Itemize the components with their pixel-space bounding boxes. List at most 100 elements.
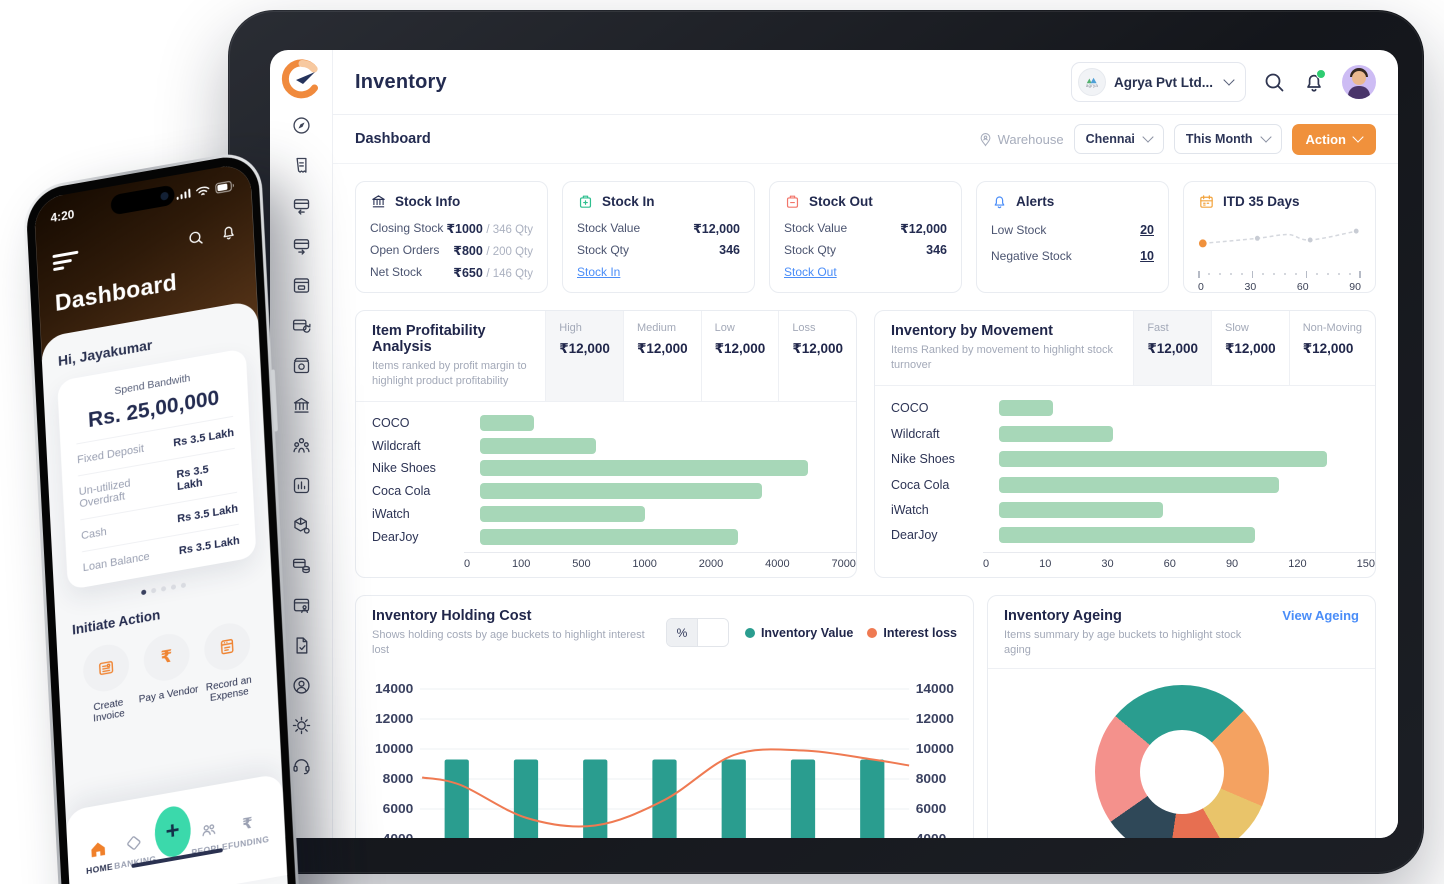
sidebar-item-invoice-icon[interactable]	[291, 155, 312, 176]
nav-people[interactable]: PEOPLE	[190, 817, 228, 858]
alert-bell-icon	[994, 196, 1005, 209]
bar-row: iWatch	[372, 503, 840, 526]
page-toolbar: Dashboard Warehouse Chennai	[333, 115, 1398, 164]
tab-loss[interactable]: Loss ₹12,000	[778, 311, 856, 401]
tab-low[interactable]: Low ₹12,000	[700, 311, 779, 401]
company-selector[interactable]: agrya Agrya Pvt Ltd...	[1070, 62, 1246, 102]
sidebar-item-product-settings-icon[interactable]	[291, 515, 312, 536]
movement-bar-chart: COCO Wildcraft Nike Shoes Coca Cola iWatch De…	[875, 386, 1375, 552]
sidebar-item-bank-icon[interactable]	[291, 395, 312, 416]
bar-track	[480, 505, 840, 522]
sidebar-item-support-icon[interactable]	[291, 755, 312, 776]
tab-high[interactable]: High ₹12,000	[545, 311, 623, 401]
sidebar-item-settings-icon[interactable]	[291, 715, 312, 736]
sidebar-item-dashboard-compass-icon[interactable]	[291, 115, 312, 136]
ageing-donut-chart	[1094, 684, 1269, 838]
bar-category-label: iWatch	[372, 506, 410, 521]
bar	[480, 415, 534, 432]
movement-x-axis: 0 10 30 60 90 120 150	[983, 552, 1375, 577]
period-select[interactable]: This Month	[1173, 124, 1282, 154]
x-axis-tick-label: 4000	[765, 558, 790, 570]
record-expense-action[interactable]: Record an Expense	[196, 618, 260, 706]
bar	[480, 505, 645, 522]
sidebar-item-wallet-sync-icon[interactable]	[291, 315, 312, 336]
card-title: Stock Info	[395, 194, 461, 209]
pay-vendor-action[interactable]: ₹ Pay a Vendor	[135, 629, 199, 717]
rupee-icon: ₹	[142, 630, 191, 685]
bar-category-label: iWatch	[891, 502, 929, 517]
menu-icon[interactable]	[52, 250, 79, 272]
bar	[999, 425, 1114, 442]
chevron-down-icon	[1142, 131, 1154, 143]
itd-axis-labels: 0 30 60 90	[1198, 281, 1361, 293]
inventory-value-bar	[583, 759, 608, 838]
search-icon[interactable]	[186, 227, 205, 248]
sidebar-item-card-in-icon[interactable]	[291, 195, 312, 216]
warehouse-select[interactable]: Chennai	[1073, 124, 1164, 154]
sidebar-item-payments-icon[interactable]	[291, 555, 312, 576]
bar-row: COCO	[891, 396, 1359, 421]
inventory-value-bar	[721, 759, 746, 838]
bar-category-label: Nike Shoes	[891, 452, 955, 467]
notifications-button[interactable]	[1302, 69, 1326, 94]
stock-in-link[interactable]: Stock In	[577, 265, 621, 279]
sidebar-item-document-check-icon[interactable]	[291, 635, 312, 656]
bar-row: Nike Shoes	[891, 446, 1359, 471]
axis-dot	[1230, 273, 1233, 275]
legend-interest-loss: Interest loss	[867, 626, 957, 640]
sparkline-current-dot	[1198, 239, 1207, 248]
app-logo-icon[interactable]	[281, 59, 321, 99]
action-button[interactable]: Action	[1291, 123, 1376, 155]
nav-funding[interactable]: ₹ FUNDING	[227, 813, 270, 852]
profitability-tabs: High ₹12,000 Medium ₹12,000 Low	[545, 311, 856, 401]
chart-subtitle: Items Ranked by movement to highlight st…	[891, 344, 1113, 371]
stock-in-card: Stock In Stock Value ₹12,000 Stock Qty 3…	[562, 181, 755, 293]
page-title: Inventory	[355, 70, 447, 93]
banking-icon	[127, 836, 141, 850]
chart-title: Item Profitability Analysis	[372, 323, 486, 355]
user-avatar[interactable]	[1342, 65, 1376, 99]
create-invoice-action[interactable]: Create Invoice	[75, 640, 139, 728]
view-ageing-link[interactable]: View Ageing	[1282, 608, 1359, 623]
bar	[480, 483, 762, 500]
bar-track	[999, 476, 1359, 493]
bar-track	[480, 460, 840, 477]
add-fab[interactable]: +	[153, 803, 192, 860]
calendar-icon	[1200, 195, 1213, 208]
sidebar-item-portal-user-icon[interactable]	[291, 595, 312, 616]
stock-in-icon	[579, 195, 592, 208]
search-button[interactable]	[1262, 70, 1286, 94]
bottom-row: Inventory Holding Cost Shows holding cos…	[355, 595, 1376, 838]
tab-fast[interactable]: Fast ₹12,000	[1133, 311, 1211, 385]
nav-banking[interactable]: BANKING	[113, 830, 157, 871]
alerts-card: Alerts Low Stock 20 Negative Stock 10	[976, 181, 1169, 293]
holding-chart-area: 14000 14000 12000 12000 10000 10000 8000 8000 60…	[356, 668, 973, 838]
sidebar-item-inventory-box-icon[interactable]	[291, 355, 312, 376]
tab-medium[interactable]: Medium ₹12,000	[622, 311, 701, 401]
wifi-icon	[196, 186, 210, 196]
percent-toggle[interactable]: %	[665, 618, 729, 648]
phone-device: 4:20	[22, 148, 310, 884]
nav-home[interactable]: HOME	[83, 837, 114, 876]
bell-icon[interactable]	[219, 222, 238, 243]
x-axis-tick-label: 1000	[632, 558, 657, 570]
sidebar-item-card-out-icon[interactable]	[291, 235, 312, 256]
low-stock-count[interactable]: 20	[1140, 223, 1154, 237]
axis-dot	[1326, 273, 1329, 275]
sidebar-item-reports-icon[interactable]	[291, 475, 312, 496]
quick-actions: Create Invoice ₹ Pay a Vendor Record an …	[71, 618, 264, 728]
bar-row: Wildcraft	[891, 421, 1359, 446]
tab-non-moving[interactable]: Non-Moving ₹12,000	[1288, 311, 1375, 385]
interest-loss-line	[421, 748, 910, 828]
negative-stock-count[interactable]: 10	[1140, 249, 1154, 263]
bar	[999, 501, 1164, 518]
axis-dot	[1240, 273, 1243, 275]
tab-slow[interactable]: Slow ₹12,000	[1211, 311, 1289, 385]
inventory-value-bar	[513, 759, 539, 838]
holding-combo-chart: 14000 14000 12000 12000 10000 10000 8000 8000 60…	[375, 681, 954, 838]
sidebar-item-archive-icon[interactable]	[291, 275, 312, 296]
signal-icon	[176, 188, 191, 201]
sidebar-item-team-icon[interactable]	[291, 435, 312, 456]
stock-out-link[interactable]: Stock Out	[784, 265, 837, 279]
sidebar-item-account-icon[interactable]	[291, 675, 312, 696]
